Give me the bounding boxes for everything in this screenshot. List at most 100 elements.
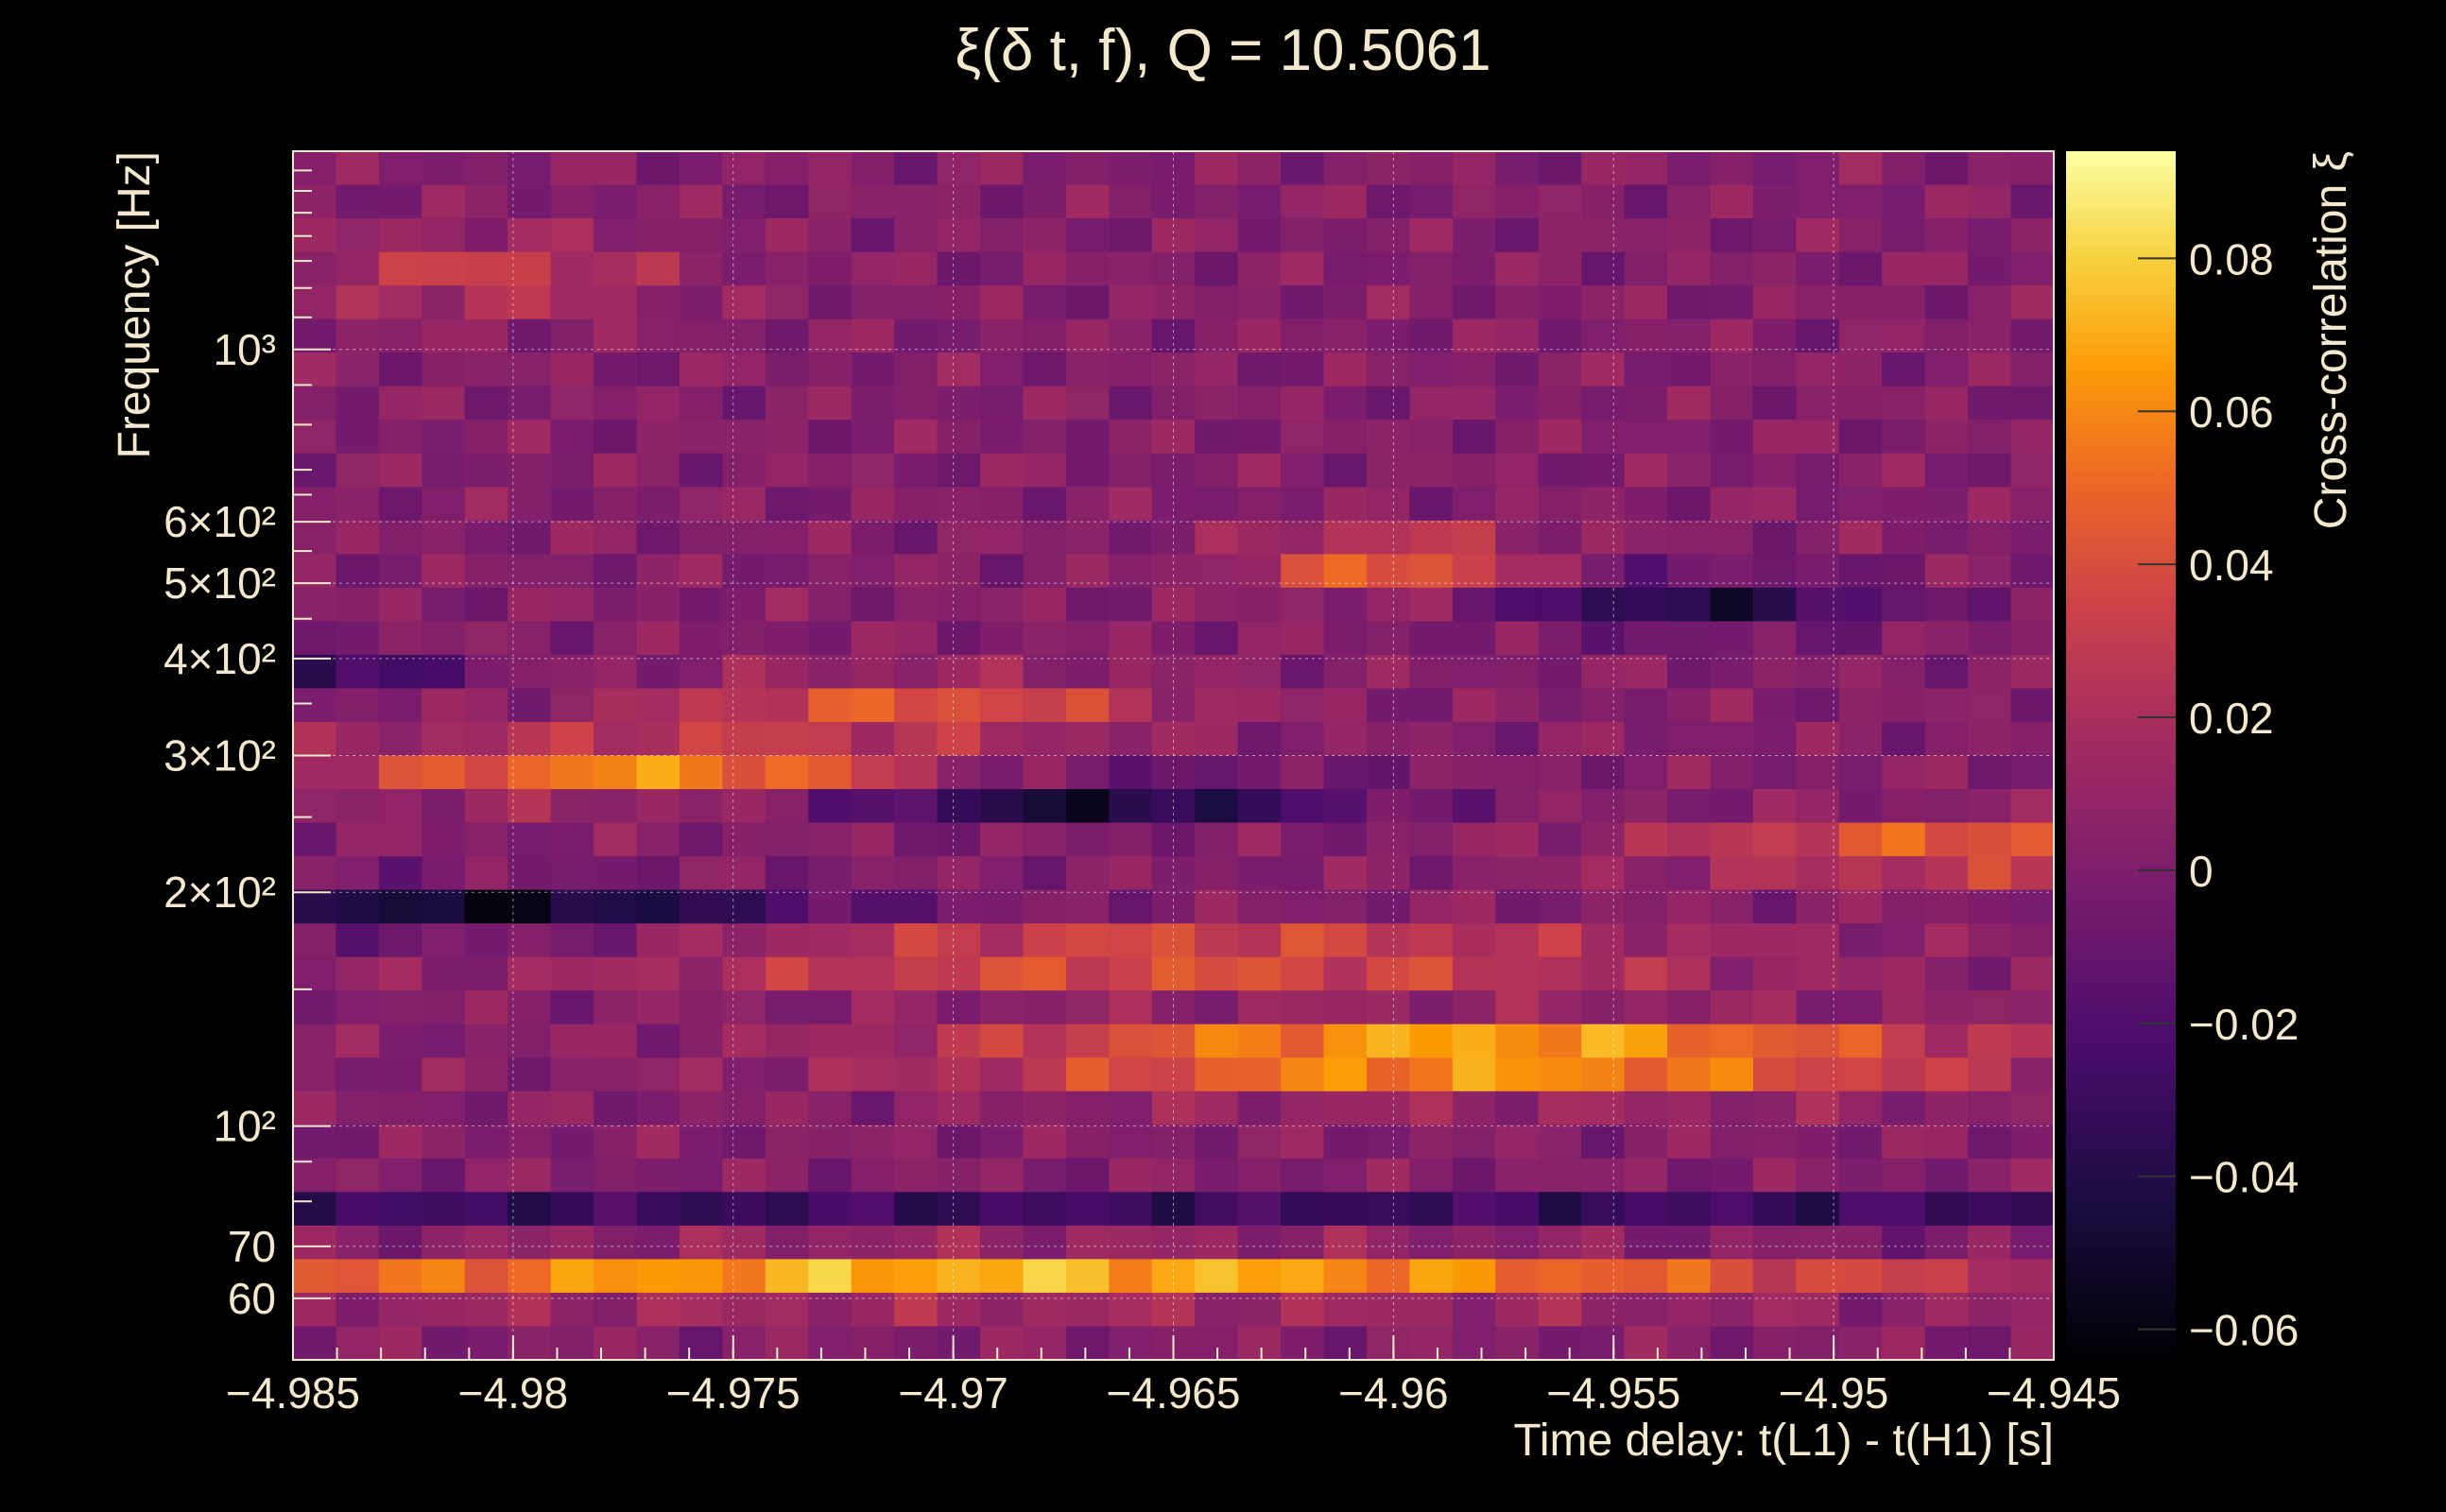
- heatmap-cell: [980, 420, 1025, 455]
- heatmap-cell: [1924, 318, 1969, 353]
- heatmap-cell: [1752, 218, 1797, 253]
- heatmap-cell: [1667, 420, 1712, 455]
- heatmap-cell: [679, 956, 723, 991]
- heatmap-cell: [679, 453, 723, 488]
- heatmap-cell: [1495, 755, 1540, 790]
- heatmap-cell: [636, 1292, 680, 1328]
- heatmap-cell: [1109, 923, 1153, 958]
- heatmap-cell: [594, 285, 638, 320]
- heatmap-cell: [1667, 318, 1712, 353]
- heatmap-cell: [937, 889, 981, 924]
- heatmap-cell: [679, 755, 723, 790]
- heatmap-cell: [422, 822, 466, 857]
- heatmap-cell: [1281, 520, 1325, 555]
- heatmap-cell: [1109, 654, 1153, 690]
- heatmap-cell: [336, 621, 380, 656]
- heatmap-cell: [1710, 184, 1754, 219]
- heatmap-cell: [1452, 1125, 1496, 1160]
- heatmap-cell: [1023, 487, 1067, 522]
- heatmap-cell: [1452, 721, 1496, 757]
- heatmap-cell: [1538, 151, 1582, 186]
- heatmap-cell: [550, 1192, 594, 1227]
- heatmap-cell: [293, 721, 337, 757]
- heatmap-cell: [937, 990, 981, 1025]
- heatmap-cell: [1366, 1225, 1411, 1261]
- heatmap-cell: [550, 218, 594, 253]
- heatmap-cell: [1495, 184, 1540, 219]
- heatmap-cell: [1581, 318, 1626, 353]
- heatmap-cell: [765, 554, 809, 589]
- heatmap-cell: [1752, 1292, 1797, 1328]
- heatmap-cell: [594, 956, 638, 991]
- heatmap-cell: [1237, 990, 1282, 1025]
- heatmap-cell: [1495, 1125, 1540, 1160]
- heatmap-cell: [293, 856, 337, 891]
- heatmap-cell: [765, 1023, 809, 1058]
- heatmap-cell: [980, 889, 1025, 924]
- heatmap-cell: [508, 1259, 552, 1294]
- heatmap-cell: [1710, 822, 1754, 857]
- heatmap-cell: [1366, 721, 1411, 757]
- x-axis-label: Time delay: t(L1) - t(H1) [s]: [1513, 1416, 2054, 1466]
- heatmap-cell: [1195, 822, 1239, 857]
- heatmap-cell: [293, 1259, 337, 1294]
- heatmap-cell: [508, 688, 552, 723]
- heatmap-cell: [1538, 1292, 1582, 1328]
- heatmap-cell: [1581, 1225, 1626, 1261]
- heatmap-cell: [1538, 923, 1582, 958]
- heatmap-cell: [1366, 352, 1411, 387]
- heatmap-cell: [980, 251, 1025, 286]
- x-tick-label: −4.95: [1779, 1368, 1888, 1418]
- heatmap-cell: [1237, 789, 1282, 824]
- heatmap-cell: [1452, 1023, 1496, 1058]
- heatmap-cell: [464, 587, 508, 622]
- heatmap-cell: [722, 688, 767, 723]
- heatmap-cell: [937, 923, 981, 958]
- heatmap-cell: [1323, 1225, 1368, 1261]
- heatmap-cell: [336, 285, 380, 320]
- heatmap-cell: [1752, 755, 1797, 790]
- heatmap-cell: [1109, 318, 1153, 353]
- heatmap-cell: [1323, 1023, 1368, 1058]
- heatmap-cell: [1237, 554, 1282, 589]
- heatmap-cell: [1968, 352, 2012, 387]
- heatmap-cell: [679, 251, 723, 286]
- heatmap-cell: [1796, 318, 1840, 353]
- heatmap-cell: [851, 1259, 895, 1294]
- heatmap-cell: [1281, 956, 1325, 991]
- heatmap-cell: [1581, 1057, 1626, 1092]
- heatmap-cell: [1538, 755, 1582, 790]
- heatmap-cell: [1968, 1091, 2012, 1125]
- heatmap-cell: [1065, 453, 1110, 488]
- heatmap-cell: [1023, 218, 1067, 253]
- heatmap-cell: [808, 218, 853, 253]
- heatmap-cell: [1581, 386, 1626, 421]
- heatmap-cell: [636, 822, 680, 857]
- heatmap-cell: [378, 285, 422, 320]
- heatmap-cell: [1624, 251, 1668, 286]
- heatmap-cell: [808, 789, 853, 824]
- heatmap-cell: [1281, 285, 1325, 320]
- heatmap-cell: [1495, 789, 1540, 824]
- heatmap-cell: [1366, 1292, 1411, 1328]
- heatmap-cell: [1323, 721, 1368, 757]
- heatmap-cell: [765, 856, 809, 891]
- heatmap-cell: [1924, 688, 1969, 723]
- heatmap-cell: [2010, 822, 2054, 857]
- heatmap-cell: [378, 822, 422, 857]
- heatmap-cell: [378, 1057, 422, 1092]
- heatmap-cell: [1023, 654, 1067, 690]
- heatmap-cell: [1495, 856, 1540, 891]
- heatmap-cell: [1023, 1292, 1067, 1328]
- heatmap-cell: [851, 520, 895, 555]
- heatmap-cell: [1924, 923, 1969, 958]
- heatmap-cell: [422, 318, 466, 353]
- heatmap-cell: [765, 251, 809, 286]
- heatmap-cell: [1752, 251, 1797, 286]
- heatmap-cell: [636, 218, 680, 253]
- heatmap-cell: [1624, 520, 1668, 555]
- heatmap-cell: [336, 453, 380, 488]
- heatmap-cell: [2010, 1225, 2054, 1261]
- heatmap-cell: [550, 251, 594, 286]
